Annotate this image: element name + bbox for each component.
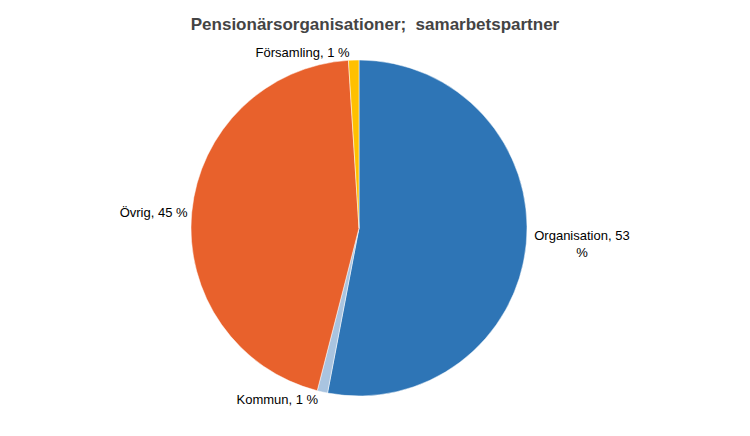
svg-text:Församling, 1 %: Församling, 1 %	[256, 45, 350, 60]
svg-text:Övrig, 45 %: Övrig, 45 %	[120, 205, 188, 220]
svg-text:Organisation, 53%: Organisation, 53%	[534, 228, 629, 260]
svg-text:Pensionärsorganisationer; sam: Pensionärsorganisationer; samarbetspartn…	[191, 15, 560, 34]
svg-text:Kommun, 1 %: Kommun, 1 %	[237, 392, 319, 407]
